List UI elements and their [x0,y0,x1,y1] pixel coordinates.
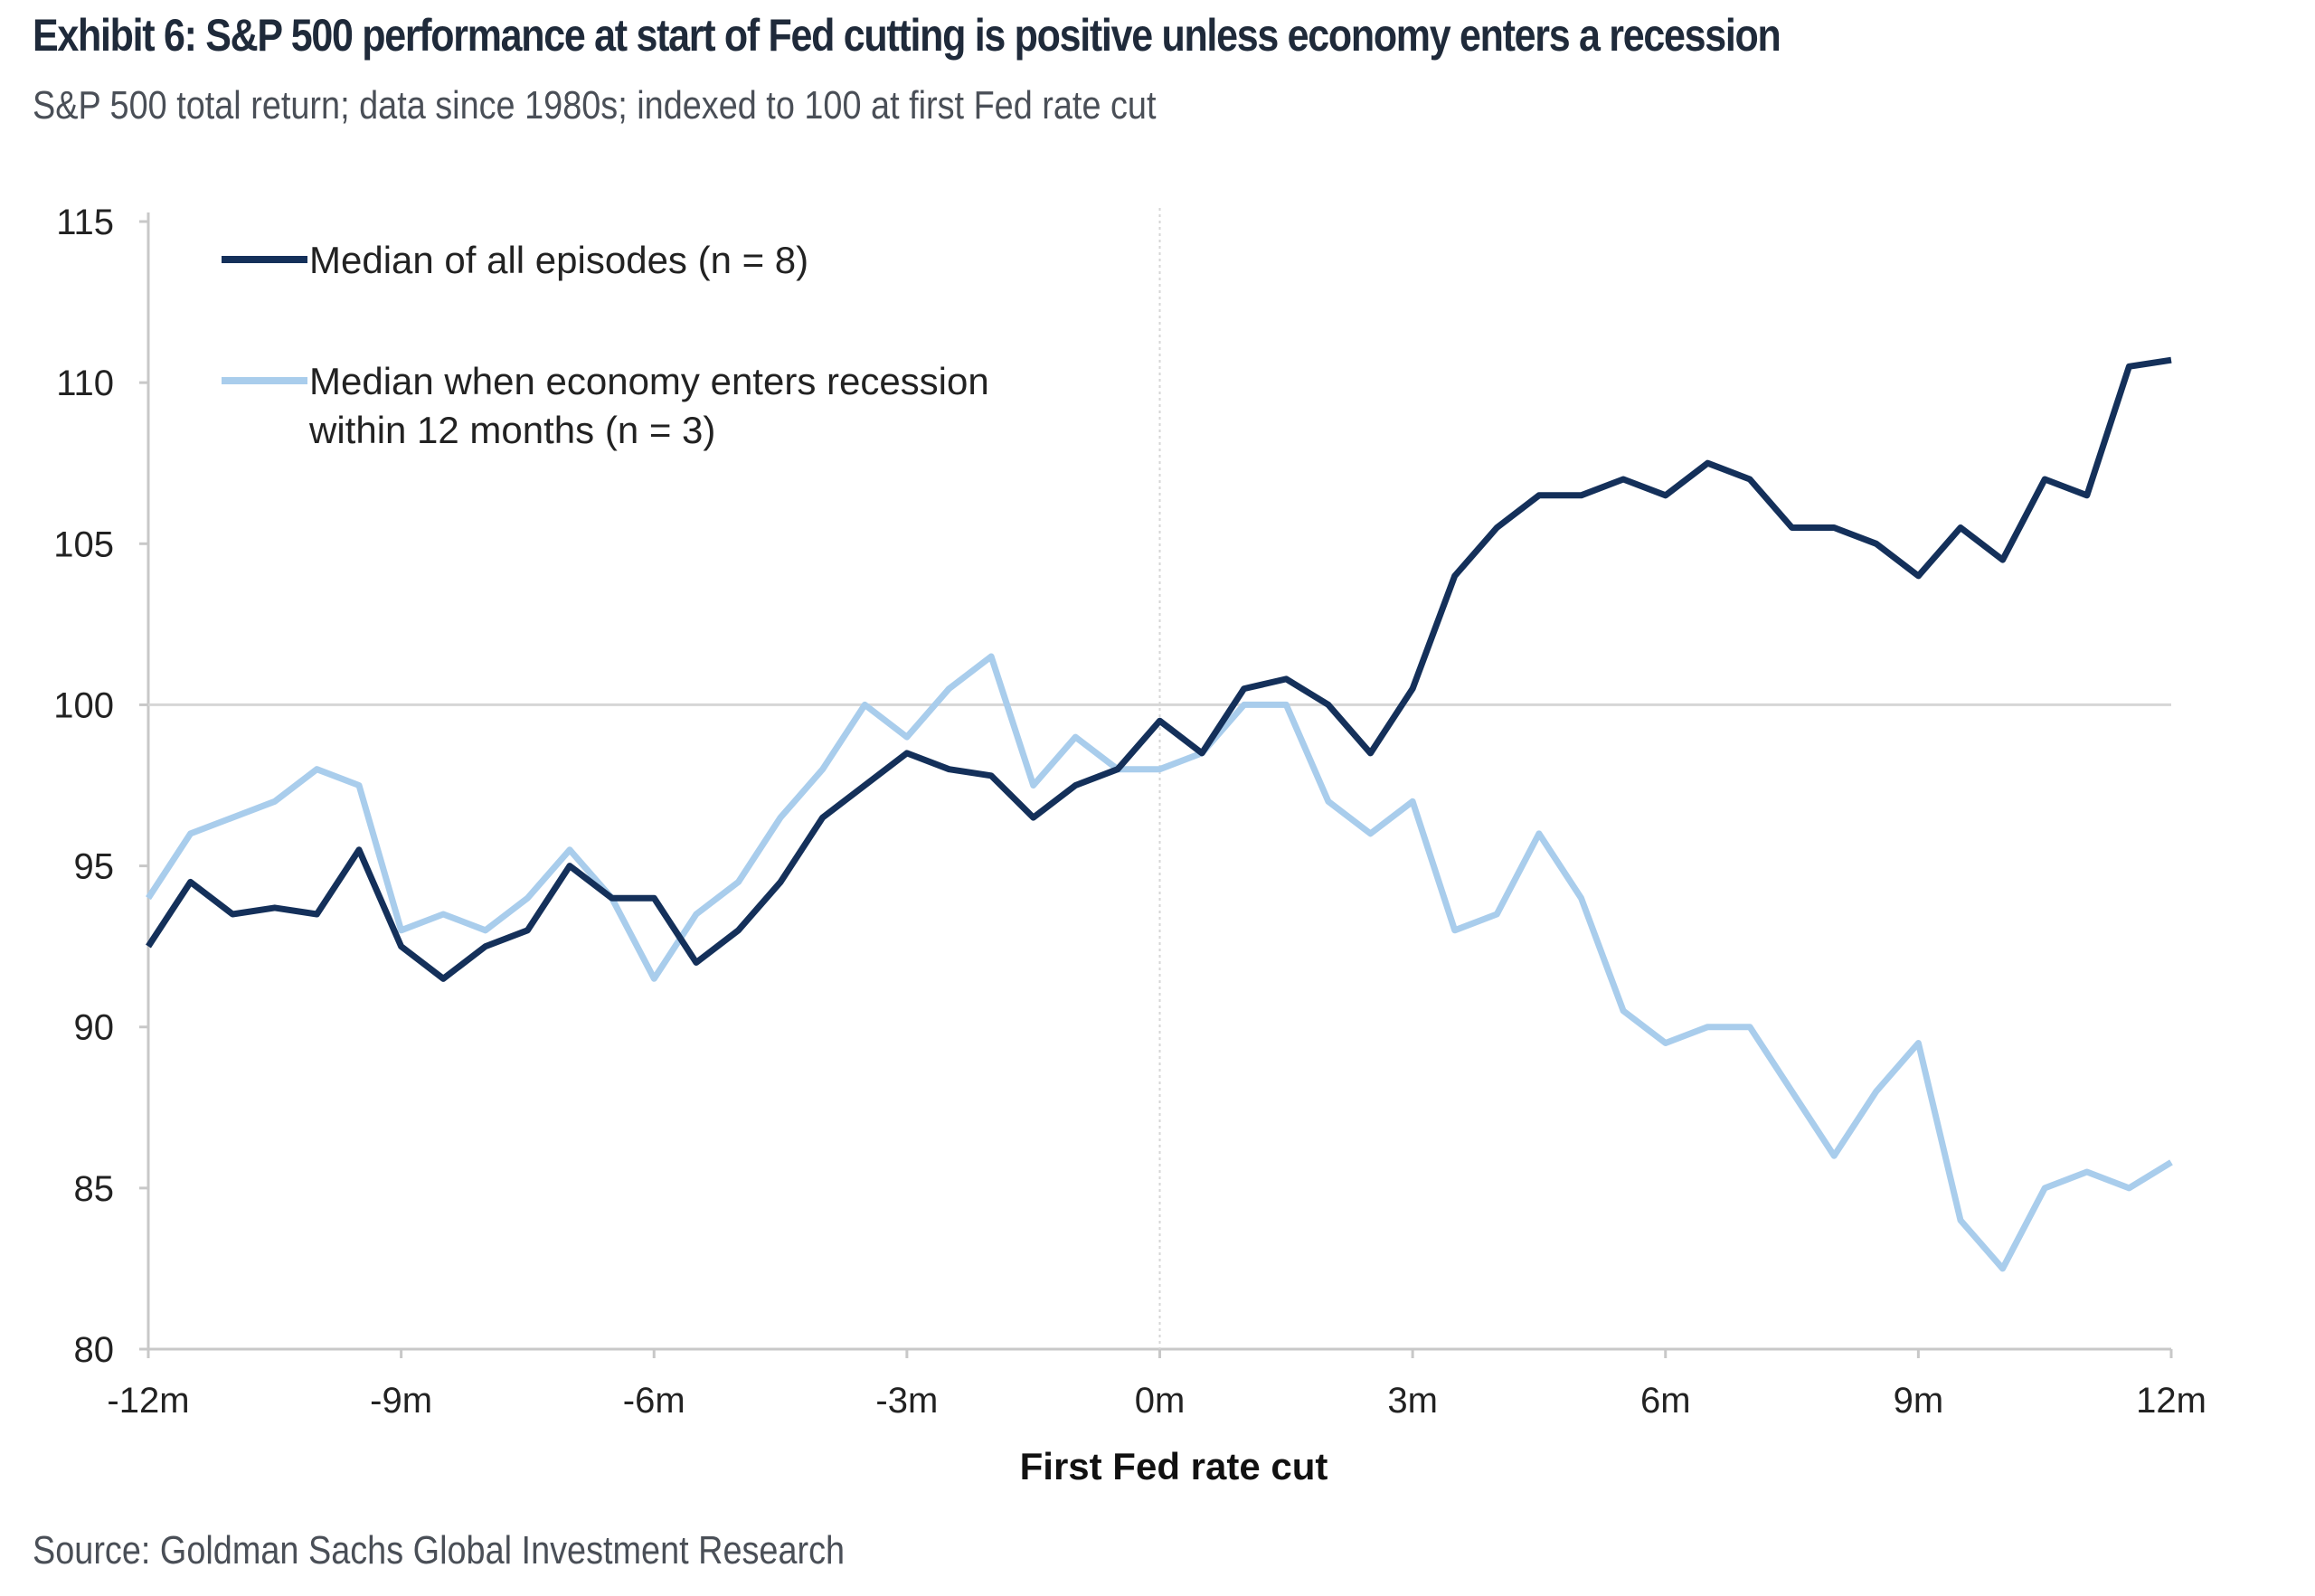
line-chart: 80 85 90 95 100 105 110 115 -12m -9m -6m -3m 0m 3m 6m 9… [53,203,2206,1487]
series-line-median-recession [146,653,2173,1272]
y-tick-label: 90 [74,1008,115,1048]
y-tick-label: 85 [74,1169,115,1209]
y-tick-label: 115 [56,203,114,242]
chart-subtitle: S&P 500 total return; data since 1980s; … [33,83,1157,127]
y-tick-label: 95 [74,847,115,887]
legend-label-median-all: Median of all episodes (n = 8) [309,239,808,281]
y-tick-label: 100 [53,685,114,725]
y-tick-label: 105 [53,524,114,564]
y-tick-label: 80 [74,1330,115,1370]
legend-label-median-recession-line2: within 12 months (n = 3) [308,409,715,451]
source-note: Source: Goldman Sachs Global Investment … [33,1528,846,1572]
chart-title: Exhibit 6: S&P 500 performance at start … [33,10,1781,61]
x-tick-label: 0m [1135,1381,1186,1421]
x-tick-label: 12m [2136,1381,2206,1421]
series-line-median-all [146,356,2172,982]
legend-label-median-recession-line1: Median when economy enters recession [309,360,989,402]
x-tick-label: 3m [1387,1381,1438,1421]
x-tick-label: -9m [370,1381,432,1421]
x-tick-label: 6m [1640,1381,1691,1421]
x-tick-label: -12m [107,1381,189,1421]
legend: Median of all episodes (n = 8) Median wh… [222,239,989,451]
y-tick-label: 110 [56,364,114,403]
axes: 80 85 90 95 100 105 110 115 -12m -9m -6m -3m 0m 3m 6m 9… [53,203,2206,1421]
x-tick-label: -6m [623,1381,685,1421]
x-tick-label: 9m [1894,1381,1944,1421]
series-lines [146,356,2173,1272]
x-tick-label: -3m [875,1381,938,1421]
x-axis-label: First Fed rate cut [1020,1445,1328,1487]
